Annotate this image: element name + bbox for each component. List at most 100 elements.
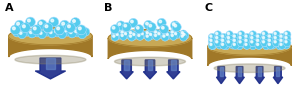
Circle shape	[111, 30, 119, 38]
Circle shape	[272, 35, 280, 43]
Polygon shape	[9, 28, 92, 45]
FancyArrow shape	[35, 58, 66, 79]
Circle shape	[237, 31, 245, 38]
Circle shape	[261, 35, 268, 43]
Circle shape	[249, 35, 257, 43]
FancyArrow shape	[46, 58, 55, 69]
Circle shape	[48, 29, 56, 38]
Circle shape	[262, 37, 265, 39]
Circle shape	[49, 17, 59, 27]
Circle shape	[283, 35, 291, 43]
Circle shape	[165, 32, 172, 39]
Circle shape	[115, 32, 122, 39]
Circle shape	[149, 33, 152, 36]
Circle shape	[267, 33, 274, 41]
Text: B: B	[104, 3, 113, 13]
Circle shape	[211, 44, 213, 46]
Circle shape	[216, 37, 218, 39]
Circle shape	[264, 42, 266, 44]
Circle shape	[39, 22, 42, 25]
Circle shape	[238, 44, 239, 46]
Circle shape	[64, 29, 67, 32]
Circle shape	[131, 20, 133, 23]
Circle shape	[154, 34, 157, 36]
Circle shape	[233, 35, 235, 37]
Circle shape	[170, 21, 180, 30]
Circle shape	[20, 32, 22, 34]
Circle shape	[278, 42, 286, 49]
Circle shape	[144, 20, 153, 29]
Circle shape	[245, 39, 247, 41]
Polygon shape	[115, 57, 185, 66]
Circle shape	[283, 40, 290, 47]
Circle shape	[244, 42, 246, 44]
Circle shape	[129, 18, 138, 27]
Circle shape	[58, 30, 66, 39]
Circle shape	[33, 27, 36, 30]
Circle shape	[256, 35, 259, 37]
Circle shape	[276, 41, 283, 48]
Circle shape	[169, 33, 177, 40]
Circle shape	[264, 44, 266, 46]
Circle shape	[11, 25, 20, 35]
Circle shape	[208, 38, 216, 45]
Circle shape	[80, 32, 82, 34]
Circle shape	[138, 31, 140, 33]
Circle shape	[262, 32, 265, 35]
Circle shape	[70, 18, 80, 27]
Circle shape	[53, 28, 62, 37]
Circle shape	[224, 44, 226, 46]
Circle shape	[161, 26, 164, 29]
Circle shape	[78, 27, 81, 30]
Circle shape	[136, 33, 144, 40]
Circle shape	[65, 23, 75, 33]
Circle shape	[209, 42, 217, 50]
Circle shape	[280, 35, 282, 37]
Circle shape	[22, 25, 25, 28]
Circle shape	[256, 40, 263, 47]
Circle shape	[249, 39, 257, 47]
Circle shape	[221, 43, 224, 45]
Circle shape	[20, 23, 30, 33]
Circle shape	[216, 40, 223, 47]
Circle shape	[161, 30, 169, 38]
Circle shape	[40, 32, 42, 34]
Circle shape	[148, 32, 155, 39]
Circle shape	[124, 33, 127, 35]
Circle shape	[18, 30, 26, 39]
Circle shape	[214, 31, 222, 38]
Circle shape	[123, 31, 130, 39]
Circle shape	[28, 19, 30, 22]
Circle shape	[278, 38, 286, 45]
Circle shape	[128, 30, 135, 38]
Circle shape	[249, 41, 256, 48]
Circle shape	[251, 44, 253, 46]
Circle shape	[181, 32, 183, 34]
Circle shape	[145, 30, 152, 38]
FancyArrow shape	[238, 67, 241, 76]
Circle shape	[128, 33, 135, 41]
Circle shape	[38, 30, 46, 39]
Circle shape	[136, 29, 144, 37]
Circle shape	[73, 20, 75, 22]
FancyArrow shape	[273, 67, 283, 84]
Circle shape	[135, 25, 144, 34]
Circle shape	[226, 31, 233, 38]
Circle shape	[245, 35, 247, 37]
Circle shape	[251, 42, 253, 44]
Circle shape	[110, 25, 119, 34]
Circle shape	[26, 17, 35, 27]
Circle shape	[216, 42, 223, 49]
Circle shape	[226, 35, 233, 43]
Circle shape	[218, 43, 220, 45]
Circle shape	[251, 37, 253, 39]
Circle shape	[51, 19, 54, 22]
FancyArrow shape	[124, 60, 129, 70]
Circle shape	[283, 31, 291, 38]
Circle shape	[111, 33, 119, 41]
Circle shape	[284, 43, 286, 45]
Circle shape	[141, 33, 143, 35]
Circle shape	[283, 39, 291, 47]
Circle shape	[261, 39, 268, 47]
Circle shape	[81, 28, 90, 36]
